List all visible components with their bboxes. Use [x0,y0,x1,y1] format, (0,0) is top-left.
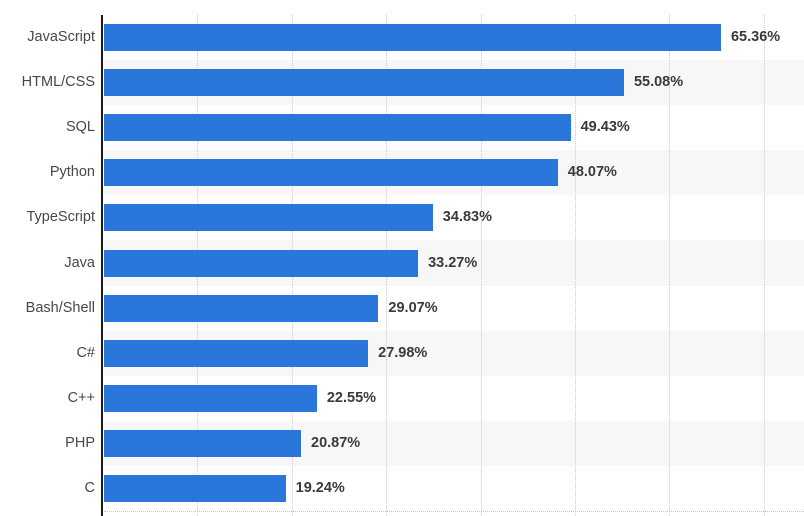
bar [104,69,624,97]
bar [104,474,286,502]
value-label: 34.83% [442,209,492,226]
bar [104,24,721,52]
value-label: 29.07% [388,299,438,316]
category-label: TypeScript [26,209,96,226]
category-label: C# [76,344,95,361]
bar [104,114,571,142]
bar [104,249,419,277]
grid-line [763,15,765,516]
category-label: Java [64,254,95,271]
value-label: 48.07% [567,164,617,181]
category-label: JavaScript [27,29,95,46]
category-label: SQL [65,119,95,136]
y-axis-line [101,15,103,516]
bar [104,294,379,322]
category-label: C [84,479,95,496]
bar [104,204,433,232]
value-label: 27.98% [378,344,428,361]
grid-line [575,15,576,516]
category-label: HTML/CSS [21,74,95,91]
value-label: 22.55% [326,389,377,406]
value-label: 19.24% [295,479,345,496]
value-label: 33.27% [428,254,478,271]
bar [104,429,301,457]
baseline-dotted-gridline [104,511,804,512]
bar [104,339,369,367]
value-label: 49.43% [580,119,630,136]
value-label: 20.87% [311,434,361,451]
value-label: 55.08% [633,74,684,91]
category-label: C++ [67,389,95,406]
category-label: Python [49,164,95,181]
grid-line [480,15,482,516]
category-label: Bash/Shell [25,299,95,316]
grid-line [669,15,671,516]
category-label: PHP [65,434,95,451]
bar [104,384,317,412]
value-label: 65.36% [730,29,781,46]
bar [104,159,558,187]
